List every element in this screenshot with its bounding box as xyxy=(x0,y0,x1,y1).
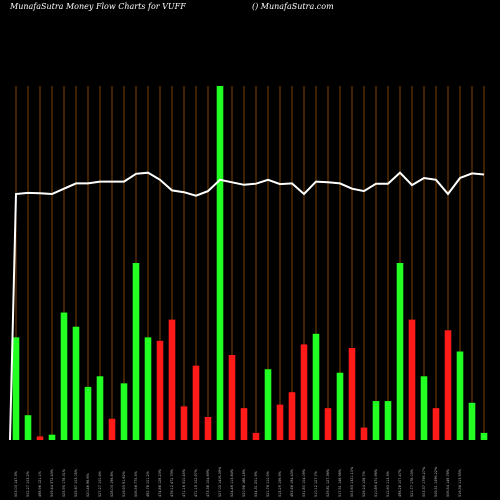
x-tick-label: 534.31 201.9% xyxy=(254,470,258,497)
money-flow-bar xyxy=(432,408,440,440)
money-flow-bar xyxy=(192,365,200,440)
money-flow-bar xyxy=(312,333,320,440)
money-flow-bar xyxy=(216,86,224,440)
money-flow-bar xyxy=(84,386,92,440)
x-tick-label: 471.19 102.97% xyxy=(194,468,198,497)
money-flow-bar xyxy=(408,319,416,440)
x-tick-label: 503.03 147.3% xyxy=(14,470,18,497)
x-tick-label: 476.12 472.79% xyxy=(170,468,174,497)
money-flow-bar xyxy=(252,432,260,440)
x-tick-label: 498.96 121.1% xyxy=(38,470,42,497)
money-flow-bar xyxy=(72,326,80,440)
x-tick-label: 526.24 128.7% xyxy=(362,470,366,497)
money-flow-bar xyxy=(324,408,332,440)
x-tick-label: 528.03 196.8% xyxy=(110,470,114,497)
money-flow-bar xyxy=(156,340,164,440)
x-tick-label: 527.27 100.4% xyxy=(98,470,102,497)
money-flow-bar xyxy=(420,376,428,440)
money-flow-bar xyxy=(264,369,272,440)
money-flow-bar xyxy=(456,351,464,440)
x-tick-label: 471.16 310.45% xyxy=(182,468,186,497)
money-flow-bar xyxy=(276,404,284,440)
x-tick-label: 516.36 113.95% xyxy=(458,468,462,497)
x-tick-label: 498.28 107.47% xyxy=(398,468,402,497)
x-tick-label: 512.63 113.3% xyxy=(386,470,390,497)
money-flow-bar xyxy=(120,383,128,440)
money-flow-bar xyxy=(360,427,368,440)
x-tick-label: 520.46 96.6% xyxy=(86,473,90,497)
money-flow-bar xyxy=(204,416,212,440)
money-flow-bar xyxy=(108,418,116,440)
x-tick-label: 524.46 113.84% xyxy=(230,468,234,497)
x-tick-label: 516.93 91.82% xyxy=(122,470,126,497)
x-tick-label: 515.29 156.9% xyxy=(278,470,282,497)
x-tick-label: 503.63 1321.10% xyxy=(350,466,354,497)
x-tick-label: 531.80 104.09% xyxy=(302,468,306,497)
x-tick-label: 529.81 127.36% xyxy=(326,468,330,497)
money-flow-bar xyxy=(180,406,188,440)
money-flow-bar xyxy=(384,401,392,440)
x-tick-label: 510.12 127.7% xyxy=(314,470,318,497)
x-axis-labels: 503.03 147.3% 502.27 103.2% 498.96 121.1% 5… xyxy=(14,466,462,497)
money-flow-bar xyxy=(228,355,236,440)
money-flow-bar xyxy=(348,347,356,440)
x-tick-label: 506.56 775.5% xyxy=(134,470,138,497)
x-tick-label: 492.78 101.2% xyxy=(146,470,150,497)
money-flow-bar xyxy=(144,337,152,440)
money-flow-bar xyxy=(480,432,488,440)
money-flow-bar xyxy=(468,402,476,440)
money-flow-bar xyxy=(36,436,44,440)
x-tick-label: 520.98 188.18% xyxy=(242,468,246,497)
money-flow-bar xyxy=(336,372,344,440)
x-tick-label: 503.37 1798.27% xyxy=(422,466,426,497)
x-tick-label: 521.76 110.5% xyxy=(266,470,270,497)
price-line xyxy=(9,171,485,441)
site-watermark: () MunafaSutra.com xyxy=(252,2,334,11)
money-flow-bar xyxy=(132,263,140,440)
x-tick-label: 527.03 1416.39% xyxy=(218,466,222,497)
x-tick-label: 521.77 178.03% xyxy=(410,468,414,497)
x-tick-label: 506.54 149.76% xyxy=(446,468,450,497)
money-flow-bar xyxy=(24,415,32,440)
x-tick-label: 517.91 148.96% xyxy=(338,468,342,497)
money-flow-bar xyxy=(12,337,20,440)
x-tick-label: 474.88 128.23% xyxy=(158,468,162,497)
money-flow-bars xyxy=(12,86,488,440)
x-tick-label: 525.95 178.31% xyxy=(62,468,66,497)
x-tick-label: 525.87 103.05% xyxy=(74,468,78,497)
money-flow-bar xyxy=(444,330,452,440)
money-flow-bar xyxy=(372,401,380,440)
money-flow-bar xyxy=(396,263,404,440)
x-tick-label: 473.38 104.69% xyxy=(206,468,210,497)
chart-title: MunafaSutra Money Flow Charts for VUFF xyxy=(10,2,186,11)
money-flow-bar xyxy=(300,344,308,440)
x-tick-label: 493.46 194.43% xyxy=(290,468,294,497)
x-tick-label: 510.89 470.96% xyxy=(374,468,378,497)
x-tick-label: 502.27 103.2% xyxy=(26,470,30,497)
price-trend-line xyxy=(9,171,485,441)
money-flow-bar xyxy=(240,408,248,440)
x-tick-label: 506.51 1396.22% xyxy=(434,466,438,497)
money-flow-bar xyxy=(48,434,56,440)
money-flow-bar xyxy=(96,376,104,440)
money-flow-bar xyxy=(168,319,176,440)
money-flow-bar xyxy=(288,392,296,440)
x-tick-label: 509.44 372.43% xyxy=(50,468,54,497)
money-flow-bar xyxy=(60,312,68,440)
